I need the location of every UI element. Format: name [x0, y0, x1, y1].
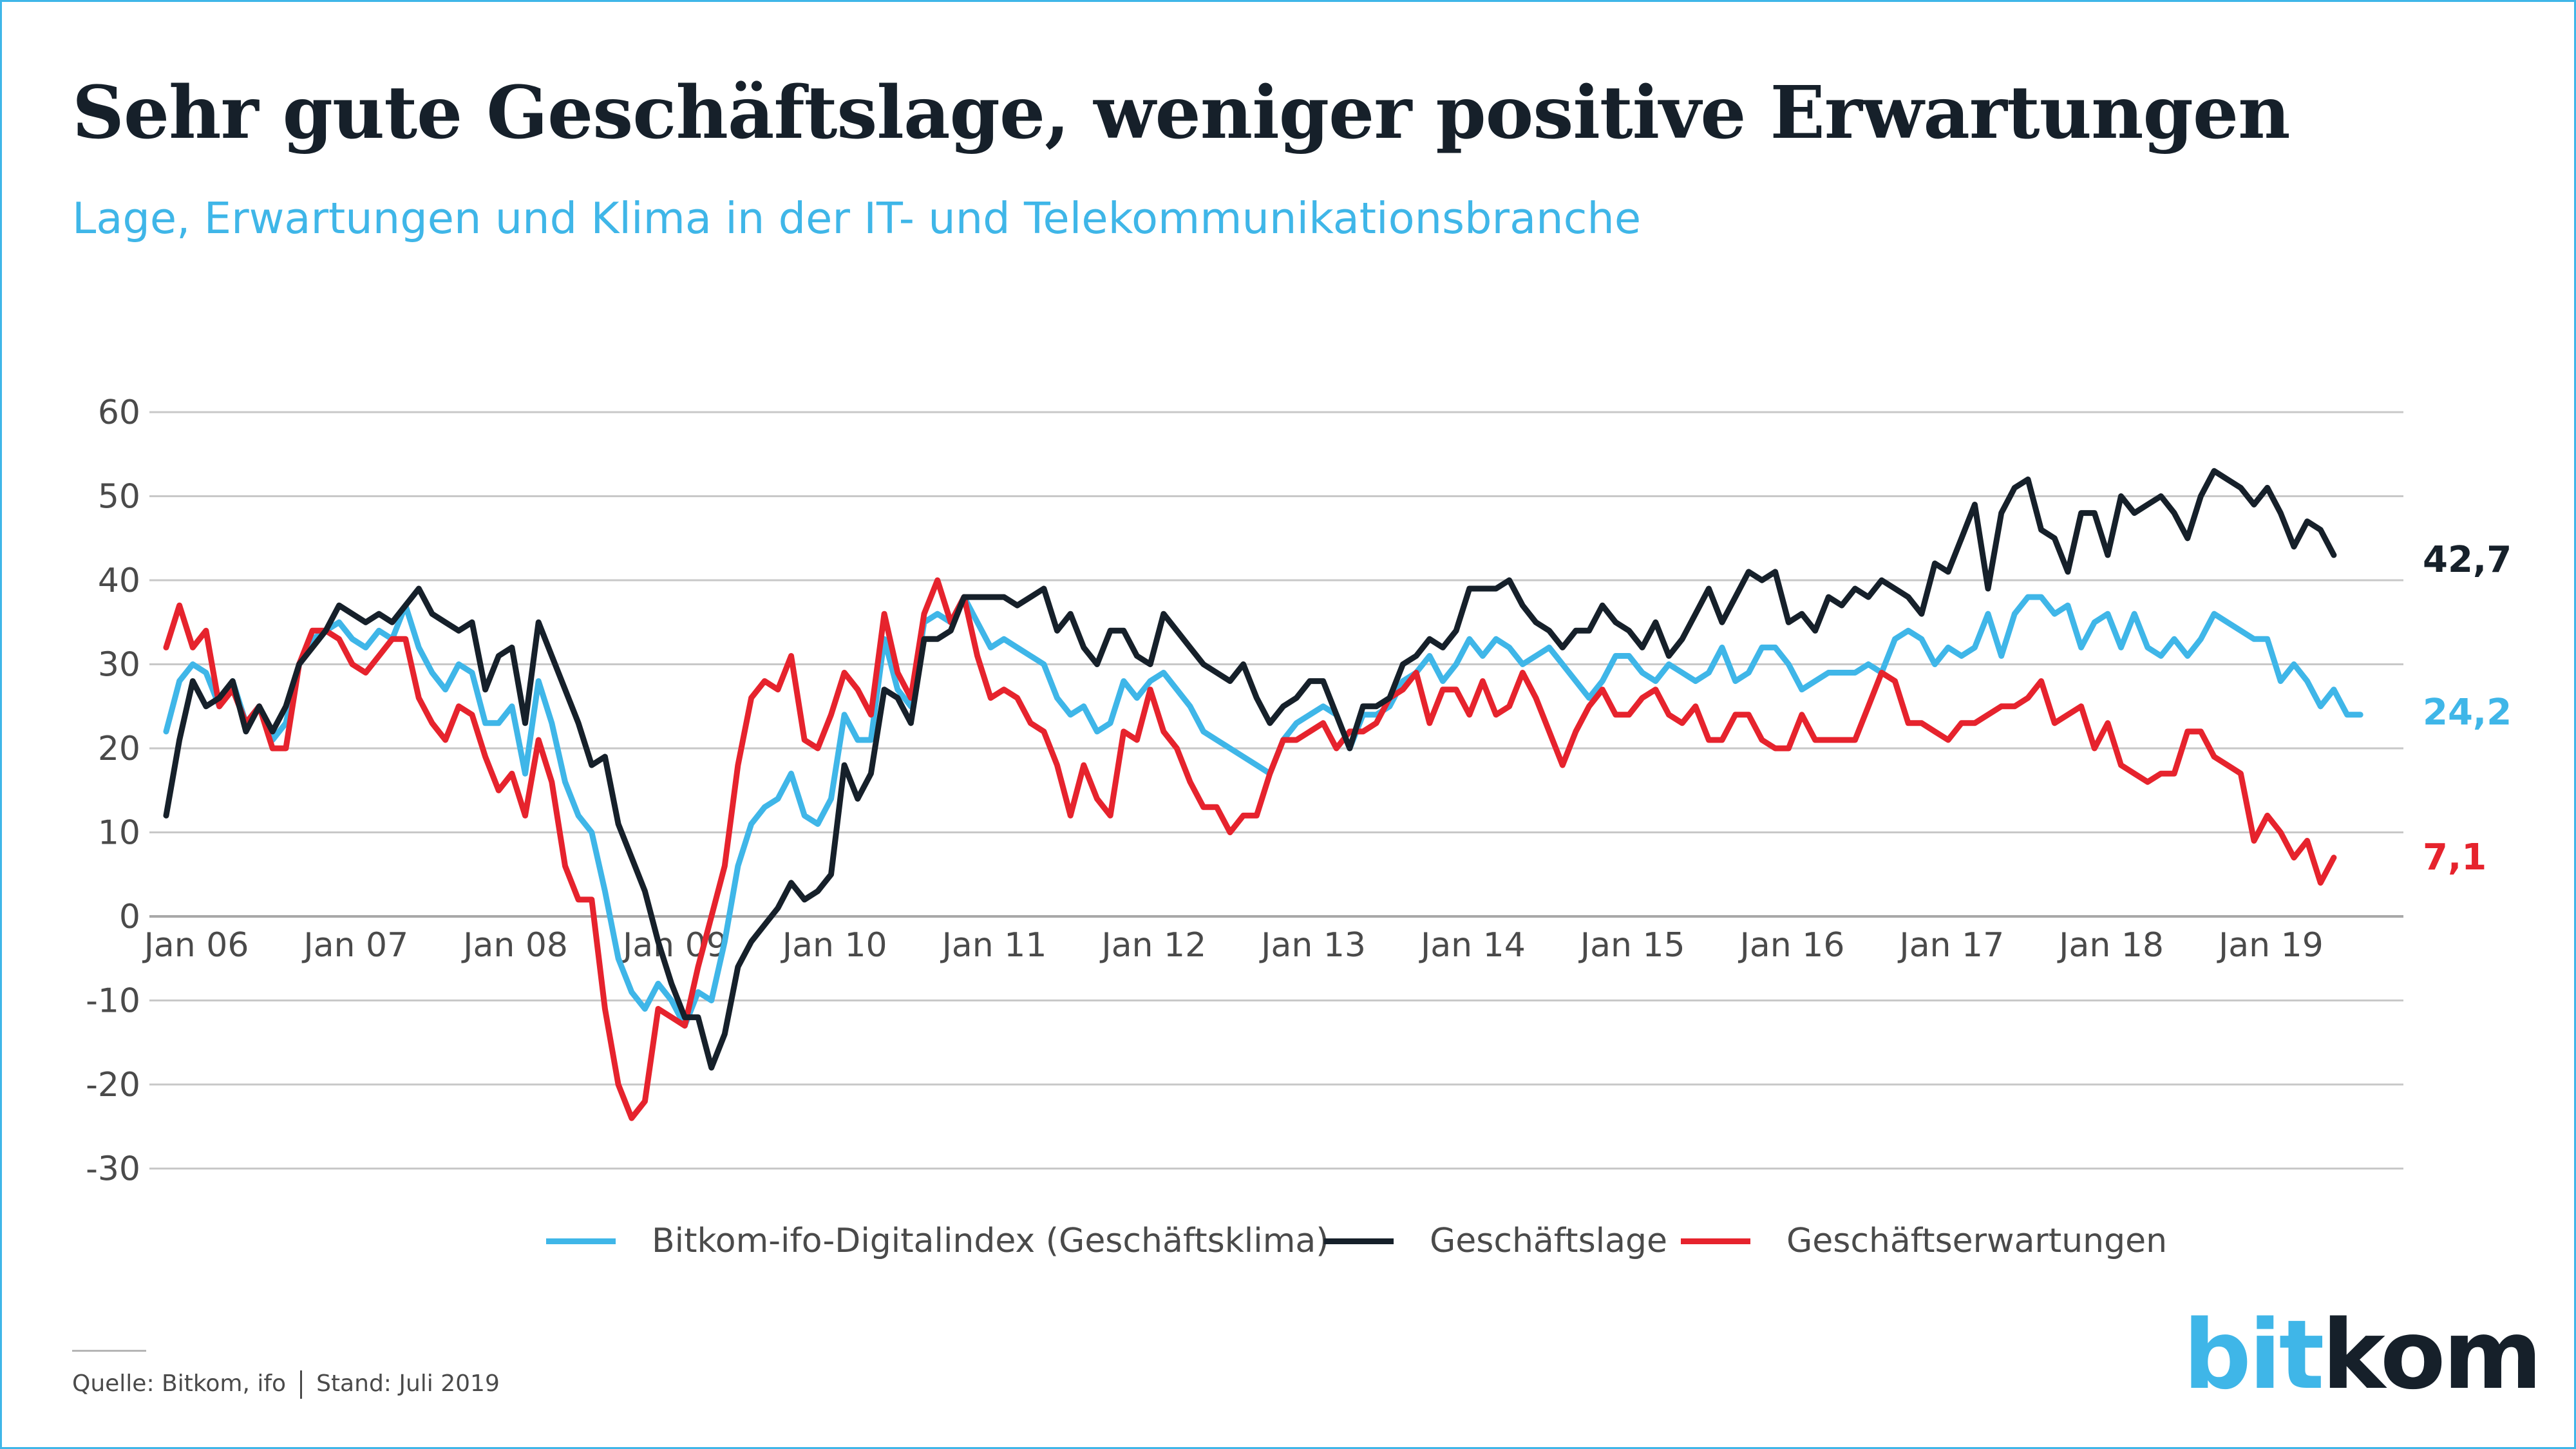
bitkom-logo: bitkom — [2183, 1300, 2543, 1410]
y-tick-label: -20 — [86, 1066, 140, 1104]
end-value-label: 7,1 — [2423, 837, 2486, 878]
legend-label-klima: Bitkom-ifo-Digitalindex (Geschäftsklima) — [652, 1222, 1329, 1260]
legend-swatch-lage — [1324, 1238, 1394, 1244]
legend-label-erwartungen: Geschäftserwartungen — [1786, 1222, 2168, 1260]
y-tick-label: 30 — [98, 646, 140, 685]
y-tick-label: 40 — [98, 562, 140, 600]
x-tick-label: Jan 10 — [781, 926, 887, 965]
series-line — [163, 594, 2363, 1029]
legend-item-erwartungen: Geschäftserwartungen — [1681, 1218, 2167, 1264]
x-tick-label: Jan 07 — [301, 926, 408, 965]
footer-rule — [72, 1350, 146, 1352]
x-tick-label: Jan 14 — [1419, 926, 1526, 965]
x-tick-label: Jan 06 — [142, 926, 249, 965]
x-tick-label: Jan 18 — [2057, 926, 2164, 965]
legend-item-klima: Bitkom-ifo-Digitalindex (Geschäftsklima) — [546, 1218, 1329, 1264]
x-tick-label: Jan 08 — [461, 926, 568, 965]
end-value-label: 42,7 — [2423, 539, 2512, 581]
series-line — [163, 468, 2337, 1071]
legend-swatch-erwartungen — [1681, 1238, 1750, 1244]
x-tick-label: Jan 19 — [2217, 926, 2324, 965]
source-text: Quelle: Bitkom, ifo — [72, 1370, 287, 1397]
y-tick-label: 0 — [119, 898, 140, 936]
y-tick-label: -30 — [86, 1150, 140, 1189]
y-tick-label: 50 — [98, 478, 140, 516]
legend-swatch-klima — [546, 1238, 616, 1244]
x-tick-label: Jan 13 — [1259, 926, 1366, 965]
y-tick-label: -10 — [86, 982, 140, 1021]
date-text: Stand: Juli 2019 — [316, 1370, 500, 1397]
chart-title: Sehr gute Geschäftslage, weniger positiv… — [72, 71, 2290, 155]
x-tick-label: Jan 15 — [1578, 926, 1685, 965]
x-tick-label: Jan 16 — [1738, 926, 1845, 965]
legend-item-lage: Geschäftslage — [1324, 1218, 1667, 1264]
x-tick-label: Jan 11 — [940, 926, 1047, 965]
legend-label-lage: Geschäftslage — [1430, 1222, 1667, 1260]
x-tick-label: Jan 17 — [1897, 926, 2004, 965]
y-tick-label: 60 — [98, 393, 140, 432]
source-line: Quelle: Bitkom, ifo Stand: Juli 2019 — [72, 1370, 500, 1399]
x-tick-label: Jan 12 — [1099, 926, 1206, 965]
end-value-label: 24,2 — [2423, 692, 2512, 734]
source-separator — [300, 1370, 303, 1399]
chart-subtitle: Lage, Erwartungen und Klima in der IT- u… — [72, 193, 1642, 243]
y-tick-label: 20 — [98, 730, 140, 768]
x-tick-label: Jan 09 — [621, 926, 728, 965]
y-tick-label: 10 — [98, 814, 140, 853]
series-line — [163, 577, 2337, 1121]
